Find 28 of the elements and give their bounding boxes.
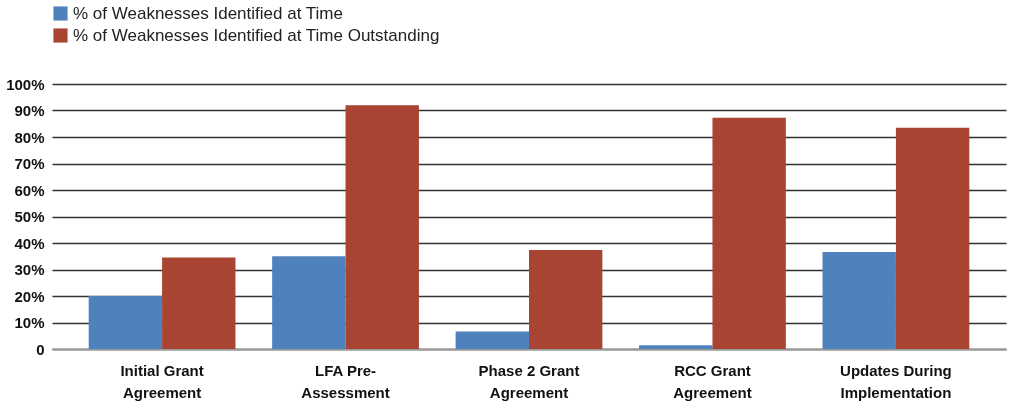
y-tick-label: 50% — [14, 208, 45, 225]
x-tick-label: Initial Grant Agreement — [120, 361, 204, 401]
x-tick-label: Phase 2 Grant Agreement — [478, 361, 580, 401]
bar — [455, 331, 529, 349]
y-tick-label: 90% — [14, 102, 45, 119]
y-tick-label: 20% — [14, 287, 45, 305]
x-tick-label: LFA Pre- Assessment — [301, 361, 390, 401]
bar — [712, 117, 786, 349]
bar — [822, 252, 896, 349]
y-tick-label: 60% — [14, 181, 45, 199]
y-tick-label: 40% — [14, 234, 45, 252]
bar — [272, 256, 346, 349]
bar — [895, 127, 970, 349]
legend-label: % of Weaknesses Identified at Time — [73, 3, 343, 23]
y-tick-label: 70% — [14, 155, 45, 172]
y-tick-label: 80% — [14, 128, 45, 146]
bar — [345, 105, 419, 349]
y-tick-label: 100% — [6, 75, 45, 93]
bar — [529, 249, 603, 349]
legend-label: % of Weaknesses Identified at Time Outstanding — [73, 25, 440, 45]
x-tick-label: RCC Grant Agreement — [673, 361, 752, 401]
y-tick-label: 30% — [14, 261, 45, 278]
bar — [639, 345, 713, 349]
y-tick-label: 0 — [36, 340, 45, 358]
bar — [88, 296, 163, 349]
y-tick-label: 10% — [14, 314, 45, 331]
x-tick-label: Updates During Implementation — [840, 361, 952, 401]
bar — [162, 257, 236, 349]
